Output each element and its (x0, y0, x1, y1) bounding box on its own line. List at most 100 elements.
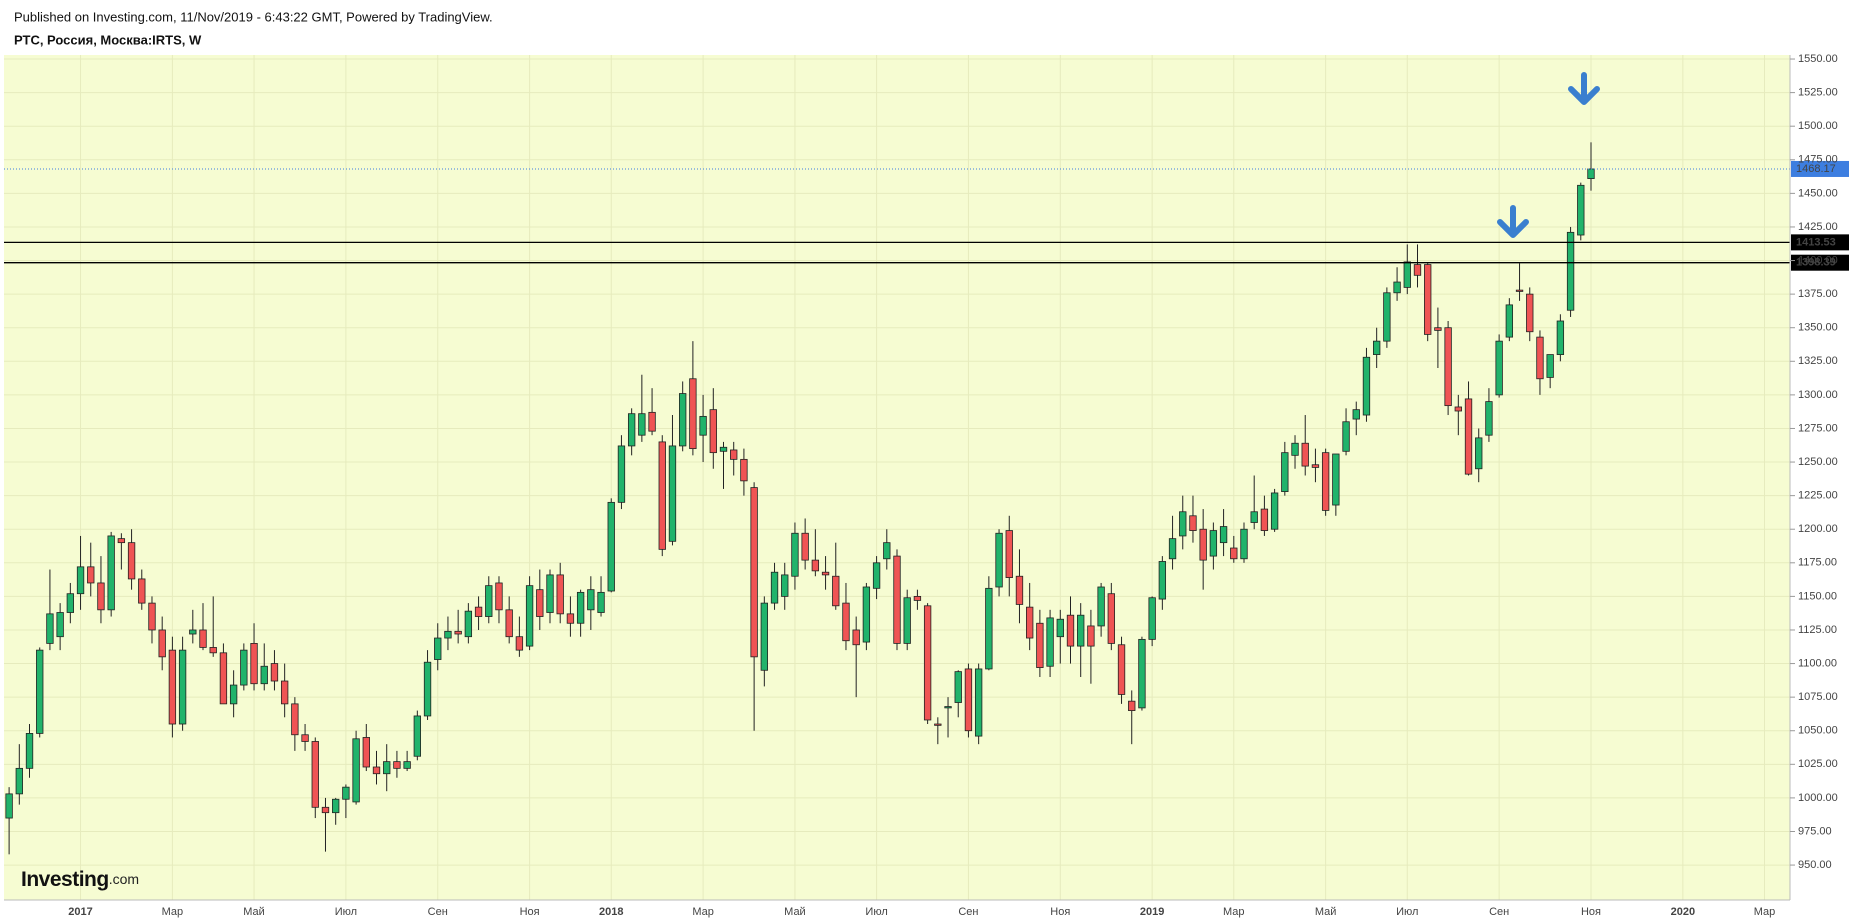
candle-body (587, 589, 595, 611)
candle-body (781, 574, 789, 597)
y-tick-label: 1100.00 (1798, 657, 1837, 669)
y-tick-label: 1400.00 (1798, 254, 1838, 266)
candle-body (709, 409, 717, 454)
candle-body (1046, 617, 1054, 667)
candle-body (852, 629, 860, 646)
candle-body (36, 649, 44, 734)
x-tick-label: Ноя (1050, 906, 1070, 918)
x-tick-label: Ноя (520, 906, 540, 918)
candle-body (107, 535, 115, 611)
candle-body (178, 649, 187, 725)
candle-body (1454, 406, 1462, 412)
candle-body (1250, 511, 1258, 523)
candle-body (730, 449, 738, 460)
candle-body (995, 532, 1003, 588)
candle-body (1321, 452, 1330, 511)
candle-body (597, 591, 605, 613)
candle-body (1515, 289, 1524, 292)
candle-body (1475, 437, 1483, 470)
candle-body (301, 734, 309, 742)
candle-body (638, 413, 646, 436)
candle-body (699, 415, 707, 436)
candle-body (454, 630, 462, 635)
candle-body (1281, 452, 1289, 493)
x-tick-label: 2018 (599, 906, 623, 918)
candle-body (903, 597, 911, 644)
x-tick-label: Мар (162, 906, 184, 918)
candle-body (280, 680, 289, 705)
candle-body (474, 606, 483, 617)
candle-body (954, 671, 962, 703)
candle-body (1362, 356, 1371, 416)
candle-body (1403, 261, 1411, 288)
candle-body (913, 595, 922, 601)
x-tick-label: Май (243, 906, 265, 918)
candle-body (495, 582, 503, 611)
y-tick-label: 1000.00 (1798, 792, 1838, 804)
x-tick-label: Сен (428, 906, 448, 918)
x-tick-label: Июл (1396, 906, 1418, 918)
candle-body (1352, 409, 1360, 420)
candle-body (974, 668, 983, 737)
candle-body (1015, 575, 1024, 605)
candle-body (1117, 644, 1126, 695)
candle-body (872, 562, 881, 589)
x-tick-label: Мар (692, 906, 714, 918)
candle-body (1066, 614, 1075, 647)
candle-body (1546, 354, 1554, 378)
candle-body (383, 761, 391, 775)
candle-body (127, 542, 136, 580)
candle-body (148, 602, 156, 631)
candle-body (679, 393, 687, 447)
candle-body (1566, 231, 1575, 311)
y-tick-label: 1225.00 (1798, 490, 1838, 502)
candle-body (668, 445, 677, 542)
candle-body (1056, 618, 1064, 638)
candle-body (658, 441, 666, 550)
candle-body (546, 574, 554, 613)
candle-body (1383, 292, 1391, 342)
candle-body (291, 703, 299, 736)
candle-body (1219, 526, 1228, 544)
candle-body (1464, 398, 1473, 475)
y-tick-label: 1175.00 (1798, 557, 1837, 569)
candle-body (372, 766, 381, 775)
x-tick-label: Мар (1754, 906, 1776, 918)
candle-body (1536, 336, 1544, 380)
candle-body (46, 613, 54, 644)
candle-body (505, 609, 513, 638)
candle-body (964, 668, 973, 732)
candle-body (1036, 622, 1044, 668)
x-tick-label: Сен (1489, 906, 1509, 918)
candle-body (117, 538, 126, 544)
candle-body (1577, 184, 1585, 236)
candle-body (1168, 538, 1177, 560)
candle-body (556, 574, 564, 615)
candle-body (76, 566, 85, 595)
y-tick-label: 1325.00 (1798, 355, 1838, 367)
y-tick-label: 1375.00 (1798, 288, 1838, 300)
y-tick-label: 1025.00 (1798, 758, 1838, 770)
candle-body (413, 715, 421, 757)
candle-body (770, 571, 779, 604)
candle-body (617, 445, 626, 503)
candle-body (464, 610, 473, 638)
candle-body (352, 738, 360, 803)
candle-body (1148, 597, 1156, 640)
y-tick-label: 1200.00 (1798, 523, 1838, 535)
candle-body (342, 786, 350, 800)
price-label-box (1791, 254, 1849, 271)
candle-body (219, 652, 228, 705)
candle-body (1107, 593, 1115, 644)
candle-body (444, 630, 452, 639)
arrow-annotation (1568, 72, 1600, 105)
candle-body (791, 532, 799, 577)
candle-body (1505, 304, 1514, 338)
candle-body (648, 411, 656, 432)
candle-body (1128, 700, 1136, 711)
candle-body (168, 649, 177, 725)
x-tick-label: Июл (865, 906, 887, 918)
candle-body (1179, 511, 1187, 537)
x-tick-label: Сен (958, 906, 978, 918)
candle-body (66, 593, 75, 613)
